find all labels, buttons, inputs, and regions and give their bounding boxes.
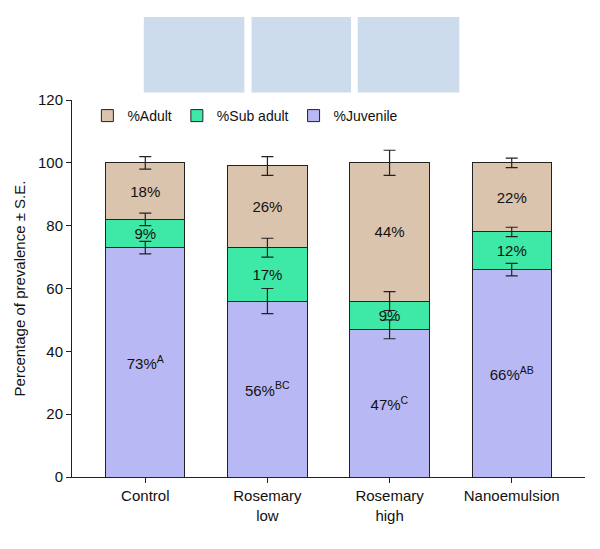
svg-text:%Juvenile: %Juvenile [334,108,398,124]
svg-text:%Sub adult: %Sub adult [217,108,289,124]
svg-text:73%​A​: 73%​A​ [127,353,164,372]
svg-text:44%: 44% [375,223,405,240]
svg-text:60: 60 [46,280,63,297]
svg-text:0: 0 [55,468,63,485]
svg-text:Rosemarylow: Rosemarylow [233,487,302,524]
svg-text:20: 20 [46,405,63,422]
svg-text:Control: Control [121,487,169,504]
svg-text:17%: 17% [252,266,282,283]
svg-text:80: 80 [46,217,63,234]
svg-text:40: 40 [46,343,63,360]
svg-text:26%: 26% [252,198,282,215]
svg-text:22%: 22% [497,189,527,206]
svg-text:100: 100 [38,154,63,171]
svg-text:12%: 12% [497,242,527,259]
svg-text:Rosemaryhigh: Rosemaryhigh [355,487,424,524]
svg-text:9%: 9% [379,307,401,324]
svg-text:18%: 18% [130,183,160,200]
svg-text:120: 120 [38,91,63,108]
svg-text:%Adult: %Adult [127,108,171,124]
svg-text:56%​BC​: 56%​BC​ [245,379,290,398]
svg-text:Nanoemulsion: Nanoemulsion [464,487,560,504]
svg-text:47%​C​: 47%​C​ [371,394,409,413]
svg-text:66%​AB​: 66%​AB​ [490,364,534,383]
svg-text:Percentage of prevalence ± S.E: Percentage of prevalence ± S.E. [11,181,28,397]
svg-text:9%: 9% [134,225,156,242]
